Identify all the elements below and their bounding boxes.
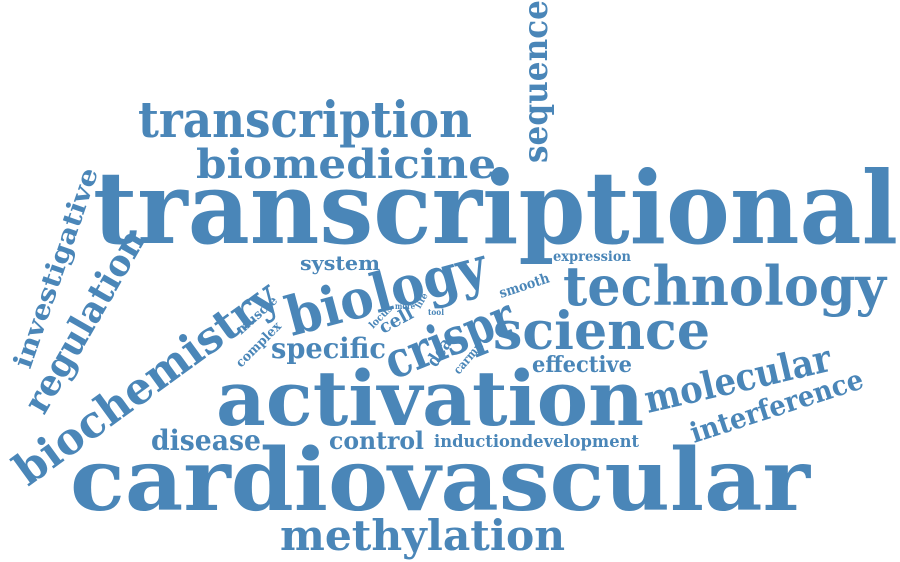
word-control: control [329, 426, 424, 455]
word-methylation: methylation [280, 511, 565, 560]
word-more: more [395, 301, 415, 311]
word-disease: disease [151, 424, 261, 457]
word-system: system [300, 251, 380, 275]
word-transcription: transcription [138, 90, 472, 149]
word-effective: effective [532, 352, 632, 378]
word-biomedicine: biomedicine [196, 141, 496, 188]
word-cardiovascular: cardiovascular [70, 430, 812, 531]
word-science: science [493, 301, 710, 362]
word-expression: expression [553, 249, 631, 265]
word-tool: tool [428, 307, 444, 317]
word-technology: technology [563, 254, 888, 318]
word-activation: activation [216, 354, 644, 443]
word-inductiondevelopment: inductiondevelopment [434, 432, 639, 452]
word-transcriptional: transcriptional [93, 149, 898, 267]
word-specific: specific [271, 332, 386, 365]
word-sequence: sequence [516, 0, 556, 163]
